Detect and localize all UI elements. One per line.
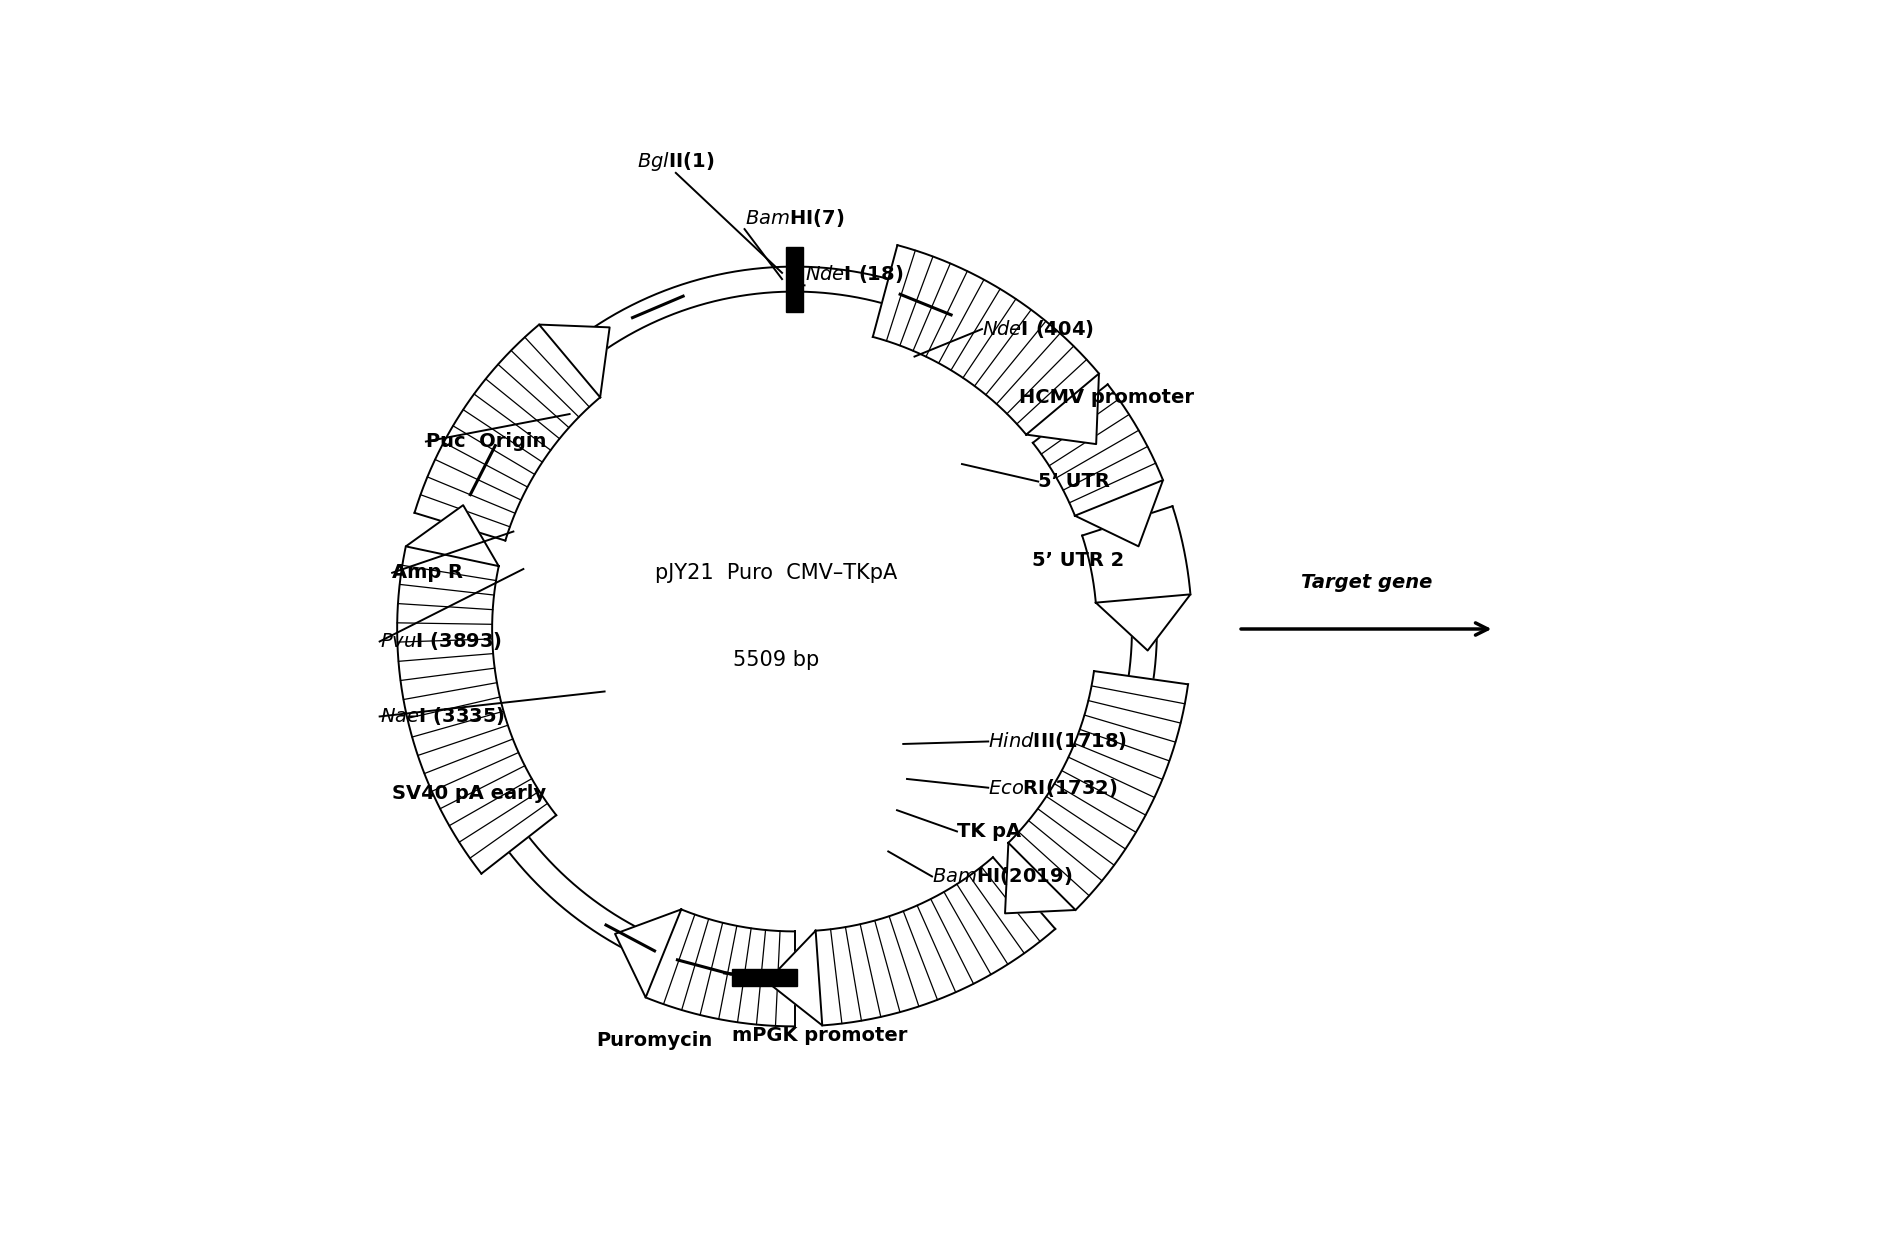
Text: SV40 pA early: SV40 pA early [393,785,546,804]
Text: Puromycin: Puromycin [597,1032,712,1050]
Text: $\mathit{Nde}$I (18): $\mathit{Nde}$I (18) [805,263,903,286]
Polygon shape [816,857,1056,1025]
Polygon shape [767,931,822,1025]
Polygon shape [1026,374,1099,444]
Polygon shape [616,910,682,998]
Polygon shape [873,245,1099,434]
Polygon shape [1096,594,1190,650]
Bar [786,247,803,312]
Text: Puc  Origin: Puc Origin [425,431,546,452]
Text: Amp R: Amp R [393,564,463,582]
Text: 5509 bp: 5509 bp [733,650,820,671]
Text: pJY21  Puro  CMV–TKpA: pJY21 Puro CMV–TKpA [655,562,897,582]
Text: HCMV promoter: HCMV promoter [1020,389,1194,408]
Polygon shape [1075,481,1164,546]
Text: $\mathit{Bam}$HI(2019): $\mathit{Bam}$HI(2019) [931,866,1073,887]
Text: $\mathit{Hind}$III(1718): $\mathit{Hind}$III(1718) [988,731,1128,752]
Text: TK pA: TK pA [958,821,1022,840]
Polygon shape [414,325,601,541]
Text: $\mathit{Nde}$I (404): $\mathit{Nde}$I (404) [982,318,1094,340]
Text: $\mathit{Pvu}$I (3893): $\mathit{Pvu}$I (3893) [380,630,502,653]
Text: $\mathit{Eco}$RI(1732): $\mathit{Eco}$RI(1732) [988,776,1118,799]
Polygon shape [1005,843,1075,913]
Text: Target gene: Target gene [1302,572,1432,591]
Polygon shape [1009,671,1188,910]
Text: $\mathit{Bam}$HI(7): $\mathit{Bam}$HI(7) [744,208,844,229]
Text: $\mathit{Nae}$I (3335): $\mathit{Nae}$I (3335) [380,706,504,727]
Text: $\mathit{Bgl}$II(1): $\mathit{Bgl}$II(1) [637,150,714,172]
Polygon shape [646,910,795,1027]
Polygon shape [406,506,499,566]
Text: mPGK promoter: mPGK promoter [731,1027,907,1045]
Text: 5’ UTR: 5’ UTR [1039,472,1111,491]
Text: 5’ UTR 2: 5’ UTR 2 [1031,551,1124,570]
Polygon shape [1082,506,1190,603]
Polygon shape [1033,385,1164,516]
Polygon shape [538,325,610,398]
Polygon shape [397,546,555,873]
Bar [731,970,797,986]
